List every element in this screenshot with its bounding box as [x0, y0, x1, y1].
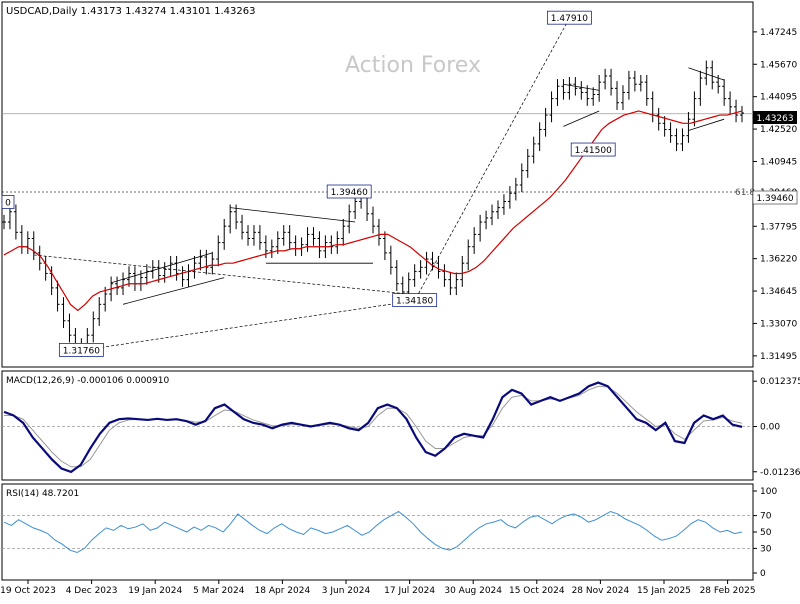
rsi-tick-label: 50 — [760, 528, 772, 538]
triangle-upper-line — [230, 207, 356, 223]
x-tick-label: 19 Jan 2024 — [128, 586, 182, 596]
macd-tick-label: -0.012367 — [760, 468, 800, 478]
x-tick-label: 17 Jul 2024 — [384, 586, 435, 596]
callout-box — [570, 142, 616, 157]
callout-box — [326, 184, 372, 199]
instrument-header: USDCAD,Daily 1.43173 1.43274 1.43101 1.4… — [6, 6, 256, 17]
callout-box — [58, 342, 104, 357]
rsi-tick-label: 100 — [760, 487, 777, 497]
wedge-lower-line — [688, 118, 725, 131]
macd-label: MACD(12,26,9) -0.000106 0.000910 — [6, 376, 169, 386]
x-tick-label: 5 Mar 2024 — [193, 586, 245, 596]
rsi-panel-frame — [1, 483, 754, 581]
wedge-upper-line — [688, 67, 725, 81]
callout-label: 1.31760 — [63, 346, 100, 356]
price-tick-label: 1.47245 — [760, 28, 797, 38]
price-callout: 1.34180 — [392, 293, 438, 308]
price-tick-label: 1.42520 — [760, 125, 797, 135]
macd-signal-line — [4, 385, 743, 468]
macd-panel-frame — [1, 370, 754, 481]
macd-line — [3, 381, 743, 474]
x-tick-label: 19 Oct 2023 — [0, 586, 56, 596]
callout-box — [392, 293, 438, 308]
x-tick-label: 4 Dec 2023 — [66, 586, 118, 596]
price-callout: 1.31760 — [58, 342, 104, 357]
callout-box — [547, 10, 592, 25]
trend-line-dashed — [33, 254, 409, 295]
price-tick-label: 1.36220 — [760, 255, 797, 265]
price-tick-label: 1.34645 — [760, 287, 797, 297]
rsi-label: RSI(14) 48.7201 — [6, 489, 79, 499]
x-tick-label: 15 Oct 2024 — [509, 586, 565, 596]
callout-label: 1.47910 — [551, 14, 588, 24]
x-tick-label: 15 Jan 2025 — [637, 586, 691, 596]
price-tick-label: 1.40945 — [760, 157, 797, 167]
callout-label: 1.34180 — [396, 297, 433, 307]
price-tick-label: 1.31495 — [760, 352, 797, 362]
channel-upper-line — [111, 252, 213, 284]
price-tick-label: 1.45670 — [760, 60, 797, 70]
price-callout: 0 — [1, 195, 15, 209]
price-panel-frame — [1, 1, 754, 368]
price-tick-label: 1.33070 — [760, 319, 797, 329]
moving-average-line — [3, 110, 743, 312]
price-tick-label: 1.44095 — [760, 93, 797, 103]
x-tick-label: 28 Feb 2025 — [700, 586, 756, 596]
current-price-tag: 1.43263 — [753, 111, 797, 124]
fib-label: 61.8 — [735, 188, 755, 198]
price-tick-label: 1.37795 — [760, 222, 797, 232]
rsi-line — [3, 510, 743, 554]
callout-box — [1, 195, 15, 209]
watermark: Action Forex — [345, 53, 481, 78]
channel-lower-line — [122, 277, 225, 305]
x-tick-label: 18 Apr 2024 — [255, 586, 311, 596]
x-tick-label: 3 Jun 2024 — [322, 586, 371, 596]
x-tick-label: 30 Aug 2024 — [444, 586, 502, 596]
macd-tick-label: 0.012375 — [760, 377, 800, 387]
rsi-tick-label: 0 — [760, 569, 766, 579]
flag-upper-line — [563, 83, 600, 91]
callout-label: 1.41500 — [575, 146, 612, 156]
price-callout: 1.41500 — [570, 142, 616, 157]
callout-label: 1.39460 — [331, 188, 368, 198]
x-tick-label: 28 Nov 2024 — [572, 586, 630, 596]
flag-lower-line — [563, 110, 600, 127]
wave-projection-line — [81, 18, 570, 351]
rsi-tick-label: 30 — [760, 544, 772, 554]
rsi-tick-label: 70 — [760, 512, 772, 522]
macd-tick-label: 0.00 — [760, 423, 780, 433]
price-callout: 1.39460 — [326, 184, 372, 199]
callout-label: 0 — [5, 198, 11, 208]
price-callout: 1.47910 — [547, 10, 592, 25]
fib-price-label: 1.39460 — [756, 194, 793, 204]
fib-price-tag: 1.39460 — [752, 190, 798, 205]
current-price-label: 1.43263 — [756, 114, 793, 124]
